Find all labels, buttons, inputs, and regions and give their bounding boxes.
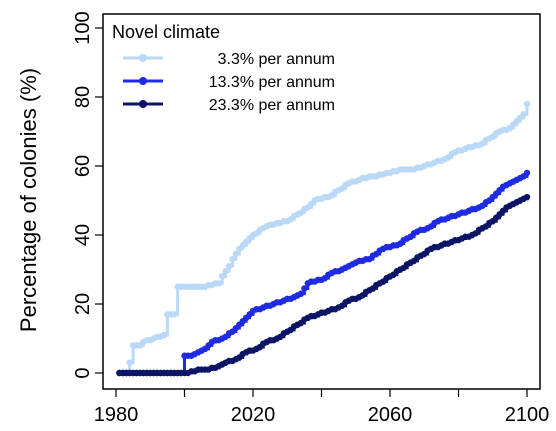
legend-label: 3.3% per annum [218,51,335,68]
x-tick-label: 2100 [505,404,550,426]
y-axis-label: Percentage of colonies (%) [16,68,41,332]
data-point [126,359,133,366]
data-point [171,311,178,318]
data-point [218,273,226,280]
data-point [160,331,168,339]
y-tick-label: 0 [72,367,94,378]
y-axis: 0 20 40 60 80 100 [72,11,103,379]
data-point [229,255,236,263]
series-layer [116,100,531,377]
y-tick-label: 60 [72,155,94,177]
data-point [520,111,527,118]
data-point [523,100,531,108]
legend-label: 23.3% per annum [209,97,335,114]
series-1 [116,100,531,377]
series-3 [116,193,531,377]
legend: Novel climate 3.3% per annum 13.3% per an… [112,22,335,114]
data-point [222,268,229,275]
y-tick-label: 40 [72,224,94,246]
data-point [301,285,308,292]
legend-swatch-point [139,77,147,85]
y-tick-label: 20 [72,293,94,315]
legend-label: 13.3% per annum [209,74,335,91]
data-point [232,250,240,258]
data-point [225,262,233,270]
legend-title: Novel climate [112,22,220,42]
y-tick-label: 80 [72,86,94,108]
x-tick-label: 2020 [231,404,276,426]
data-point [523,169,531,177]
data-point [523,193,531,201]
x-tick-label: 2060 [368,404,413,426]
x-tick-label: 1980 [94,404,139,426]
series-line [119,172,529,375]
y-tick-label: 100 [72,11,94,44]
data-point [297,290,305,297]
legend-swatch-point [139,54,147,62]
x-axis: 1980 2020 2060 2100 [94,389,550,426]
data-point [215,280,222,287]
legend-swatch-point [139,100,147,108]
